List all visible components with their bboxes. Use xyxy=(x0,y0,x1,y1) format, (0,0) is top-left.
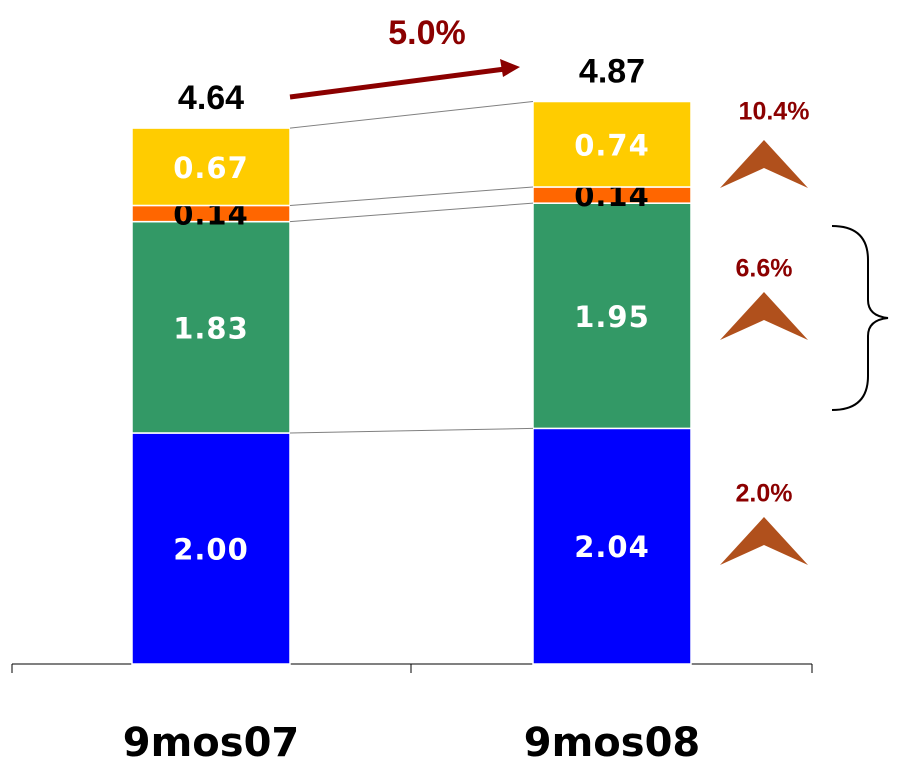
data-label: 2.04 xyxy=(574,530,650,564)
data-label: 2.00 xyxy=(173,533,249,567)
segment-growth: 2.0% xyxy=(736,480,793,508)
total-label: 4.64 xyxy=(178,79,244,117)
connector-line xyxy=(289,186,534,206)
total-growth: 5.0% xyxy=(388,14,466,52)
data-label: 1.83 xyxy=(173,311,249,345)
data-label: 0.74 xyxy=(574,128,650,162)
bar-segment xyxy=(131,432,291,665)
segment-growth: 10.4% xyxy=(739,98,810,126)
brace xyxy=(831,225,889,411)
segment-growth: 6.6% xyxy=(736,255,793,283)
bar-segment xyxy=(532,202,692,430)
x-axis xyxy=(11,663,813,673)
data-label: 1.95 xyxy=(574,300,650,334)
connector-line xyxy=(289,101,534,129)
bar-segment xyxy=(532,427,692,665)
up-arrows xyxy=(720,140,808,565)
bar-segment xyxy=(532,100,692,188)
x-tick-label: 9mos08 xyxy=(524,720,700,762)
bar-segment xyxy=(131,127,291,207)
growth-arrow-head xyxy=(500,59,520,77)
total-label: 4.87 xyxy=(579,52,645,90)
bar-segment xyxy=(131,220,291,434)
up-arrow xyxy=(720,140,808,188)
data-label: 0.67 xyxy=(173,151,249,185)
x-tick-label: 9mos07 xyxy=(123,720,299,762)
up-arrow xyxy=(720,517,808,565)
connector-line xyxy=(289,202,534,223)
connector-line xyxy=(289,427,534,434)
growth-arrow xyxy=(289,66,506,100)
up-arrow xyxy=(720,292,808,340)
